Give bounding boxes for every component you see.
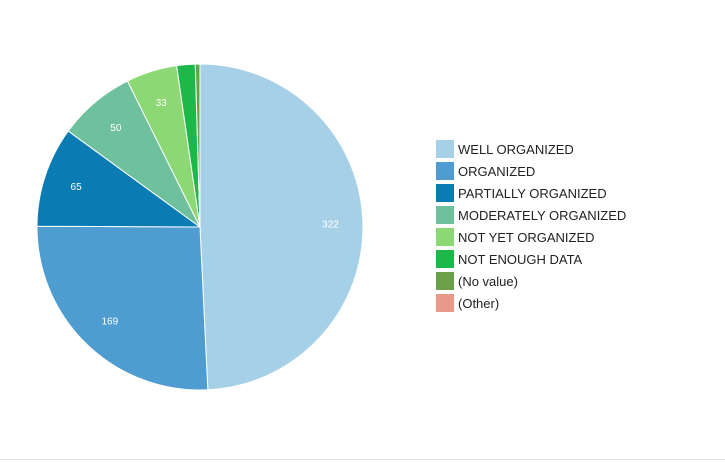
divider: [0, 459, 725, 460]
legend-label: PARTIALLY ORGANIZED: [458, 185, 607, 201]
legend-label: NOT ENOUGH DATA: [458, 251, 583, 267]
legend-item[interactable]: (No value): [436, 271, 626, 291]
legend-swatch: [436, 294, 454, 312]
legend-label: (No value): [458, 273, 518, 289]
slice-value-label: 50: [110, 123, 122, 134]
legend-label: WELL ORGANIZED: [458, 141, 574, 157]
slice-value-label: 322: [322, 219, 339, 230]
slice-value-label: 65: [71, 182, 83, 193]
legend-label: ORGANIZED: [458, 163, 536, 179]
legend-item[interactable]: (Other): [436, 293, 626, 313]
legend-label: (Other): [458, 295, 500, 311]
legend-swatch: [436, 272, 454, 290]
pie-slice[interactable]: [199, 63, 364, 391]
legend-label: MODERATELY ORGANIZED: [458, 207, 627, 223]
legend-swatch: [436, 250, 454, 268]
legend-item[interactable]: ORGANIZED: [436, 161, 626, 181]
slice-value-label: 169: [101, 317, 118, 328]
slice-value-label: 33: [156, 98, 168, 109]
pie-slice[interactable]: [36, 130, 202, 228]
legend-item[interactable]: WELL ORGANIZED: [436, 139, 626, 159]
legend-swatch: [436, 206, 454, 224]
legend-swatch: [436, 162, 454, 180]
legend-item[interactable]: PARTIALLY ORGANIZED: [436, 183, 626, 203]
legend-item[interactable]: NOT YET ORGANIZED: [436, 227, 626, 247]
legend-label: NOT YET ORGANIZED: [458, 229, 595, 245]
legend-item[interactable]: MODERATELY ORGANIZED: [436, 205, 626, 225]
legend-swatch: [436, 184, 454, 202]
legend-item[interactable]: NOT ENOUGH DATA: [436, 249, 626, 269]
pie-slice[interactable]: [194, 63, 201, 228]
legend-swatch: [436, 228, 454, 246]
pie-slice[interactable]: [36, 225, 209, 391]
legend-swatch: [436, 140, 454, 158]
chart-legend: WELL ORGANIZED ORGANIZED PARTIALLY ORGANIZ…: [436, 139, 626, 313]
